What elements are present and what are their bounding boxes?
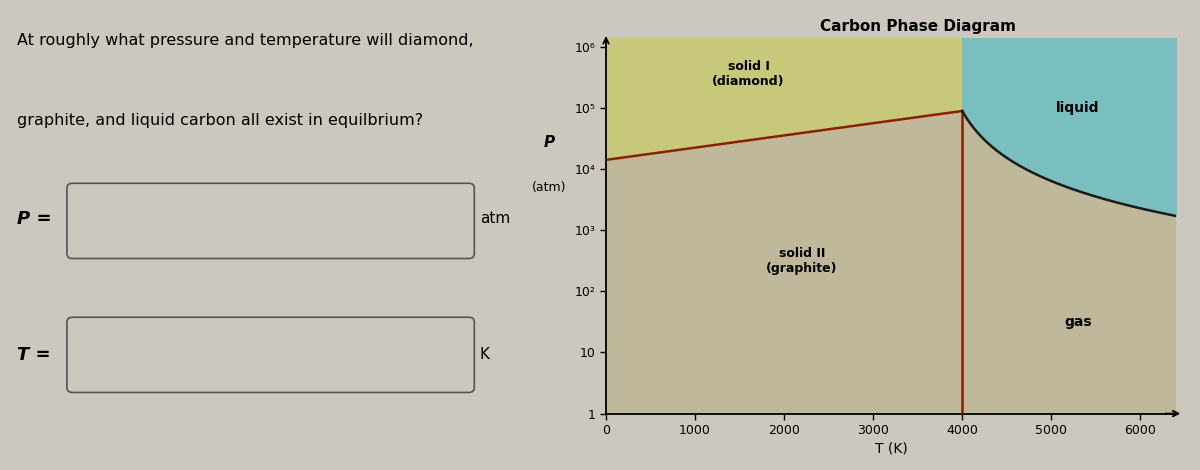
Text: solid I
(diamond): solid I (diamond) bbox=[713, 60, 785, 88]
X-axis label: T (K): T (K) bbox=[875, 441, 907, 455]
Text: At roughly what pressure and temperature will diamond,: At roughly what pressure and temperature… bbox=[17, 33, 473, 48]
Text: liquid: liquid bbox=[1056, 101, 1099, 115]
Text: gas: gas bbox=[1064, 315, 1092, 329]
Text: solid II
(graphite): solid II (graphite) bbox=[766, 247, 838, 275]
Text: P: P bbox=[544, 135, 554, 150]
FancyBboxPatch shape bbox=[67, 183, 474, 258]
Text: graphite, and liquid carbon all exist in equilbrium?: graphite, and liquid carbon all exist in… bbox=[17, 113, 422, 128]
Text: (atm): (atm) bbox=[532, 181, 566, 195]
Text: K: K bbox=[480, 347, 490, 362]
Text: T =: T = bbox=[17, 346, 50, 364]
Text: P =: P = bbox=[17, 210, 52, 227]
Text: Carbon Phase Diagram: Carbon Phase Diagram bbox=[821, 19, 1016, 34]
Text: atm: atm bbox=[480, 211, 510, 226]
FancyBboxPatch shape bbox=[67, 317, 474, 392]
